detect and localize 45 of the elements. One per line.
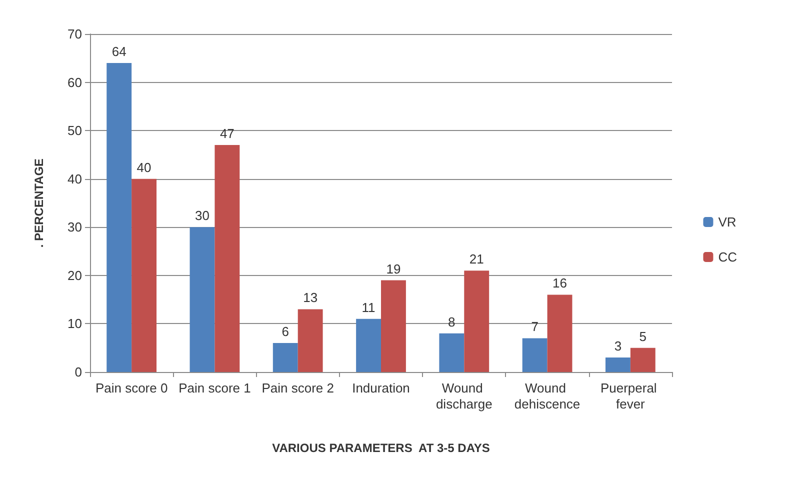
- bar: [605, 358, 630, 372]
- bar: [106, 62, 132, 372]
- bar: [132, 178, 157, 372]
- y-tick-label: 30: [68, 220, 82, 235]
- bar: [214, 145, 240, 372]
- bar: [190, 227, 215, 372]
- x-tick-label: Pain score 1: [178, 380, 251, 396]
- bar: [547, 294, 572, 372]
- x-tick-label: Puerperal fever: [600, 380, 660, 412]
- data-label: 3: [614, 338, 622, 354]
- legend-label: VR: [718, 214, 736, 230]
- x-tick-label: Wound dehiscence: [514, 380, 580, 412]
- y-tick-label: 60: [68, 74, 82, 90]
- data-label: 64: [112, 44, 126, 59]
- y-tick-label: 50: [68, 123, 82, 138]
- x-tick-label: Pain score 0: [95, 380, 168, 396]
- data-label: 6: [282, 324, 290, 340]
- bar: [381, 280, 406, 372]
- x-axis-title: VARIOUS PARAMETERS AT 3-5 DAYS: [272, 441, 490, 455]
- bar: [630, 348, 656, 372]
- data-label: 40: [136, 160, 152, 175]
- bar: [522, 338, 548, 372]
- bar: [272, 343, 298, 372]
- x-tick-label: Induration: [352, 380, 410, 396]
- y-axis-title: . PERCENTAGE: [32, 158, 46, 248]
- data-label: 7: [531, 319, 538, 334]
- data-label: 19: [386, 261, 401, 276]
- bar: [464, 270, 490, 372]
- x-tick-label: Wound discharge: [436, 380, 492, 412]
- data-label: 16: [552, 276, 567, 291]
- data-label: 30: [195, 208, 210, 224]
- y-tick-label: 20: [68, 268, 82, 283]
- bar: [298, 309, 323, 372]
- data-label: 13: [303, 290, 318, 306]
- y-tick-label: 10: [68, 316, 82, 332]
- data-label: 21: [469, 252, 484, 267]
- data-label: 5: [639, 328, 647, 344]
- legend-label: CC: [718, 250, 738, 264]
- data-label: 11: [362, 300, 376, 315]
- bar: [439, 333, 464, 372]
- y-tick-label: 0: [74, 364, 82, 380]
- bar: [356, 318, 381, 372]
- y-tick-label: 40: [68, 171, 82, 186]
- x-tick-label: Pain score 2: [262, 380, 334, 396]
- y-tick-label: 70: [68, 26, 82, 42]
